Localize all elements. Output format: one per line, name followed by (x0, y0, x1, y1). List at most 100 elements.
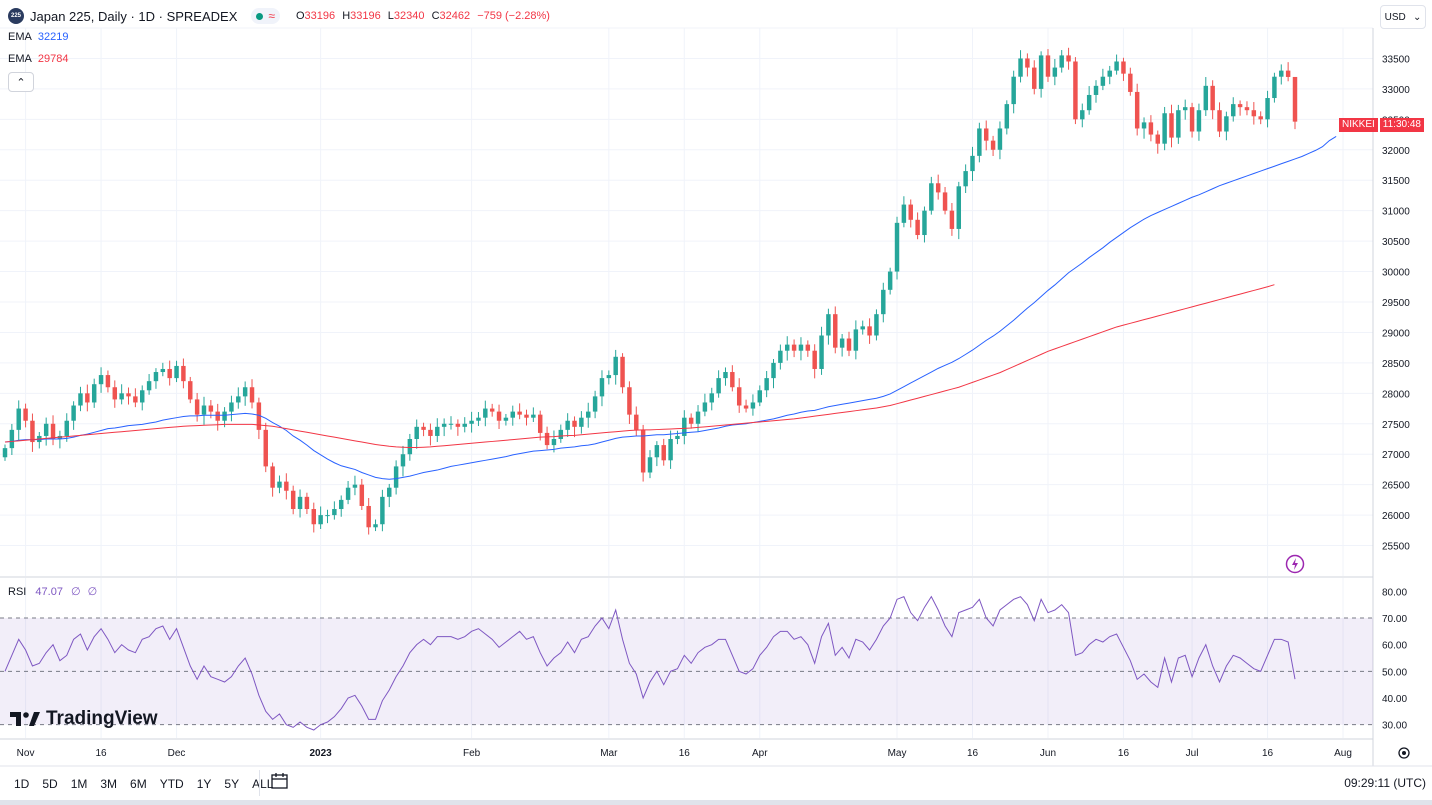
candle-body (400, 454, 406, 467)
symbol-tag: NIKKEI (1339, 118, 1378, 132)
tradingview-logo[interactable]: TradingView (10, 708, 158, 730)
bolt-icon[interactable] (1285, 554, 1305, 574)
ema-lines (4, 136, 1337, 480)
candle-body (338, 499, 344, 510)
collapse-legend-button[interactable]: ⌃ (8, 72, 34, 92)
candle-body (174, 365, 179, 379)
candle-body (785, 344, 790, 351)
time-tick-label: 16 (96, 748, 108, 759)
candle-body (119, 393, 124, 400)
range-1m[interactable]: 1M (70, 776, 88, 791)
ema-fast-legend[interactable]: EMA 32219 (8, 31, 69, 43)
candle-body (387, 487, 392, 497)
candle-body (435, 426, 440, 436)
rsi-tick-label: 70.00 (1382, 614, 1407, 625)
time-axis[interactable]: Nov 16 Dec 2023 Feb Mar 16 Apr May 16 Jun 16 Jul 16 Au… (17, 748, 1352, 759)
candle-body (640, 429, 646, 473)
candle-body (181, 365, 186, 382)
toolbar-divider (259, 770, 260, 796)
candle-body (194, 399, 200, 415)
candle-body (1114, 61, 1119, 71)
candle-body (750, 402, 756, 409)
candle-body (654, 445, 660, 458)
candle-body (572, 420, 577, 427)
price-tick-label: 30000 (1382, 268, 1410, 279)
rsi-axis[interactable]: 30.00 40.00 50.00 60.00 70.00 80.00 (1382, 587, 1407, 731)
time-tick-label: 16 (1118, 748, 1130, 759)
market-status[interactable]: ≈ (251, 8, 280, 24)
candle-body (1066, 55, 1071, 62)
range-1d[interactable]: 1D (14, 776, 30, 791)
candle-body (2, 448, 8, 458)
candle-body (695, 411, 701, 424)
range-ytd[interactable]: YTD (159, 776, 184, 791)
settings-icon[interactable] (1397, 746, 1411, 760)
ohlc-values: O33196 H33196 L32340 C32462 −759 (−2.28%… (295, 10, 550, 22)
range-all[interactable]: ALL (252, 776, 274, 791)
candle-body (1162, 113, 1167, 144)
candle-body (839, 338, 845, 348)
range-1y[interactable]: 1Y (196, 776, 212, 791)
candle-body (1100, 76, 1106, 86)
candle-body (983, 128, 989, 141)
ema-slow-legend[interactable]: EMA 29784 (8, 53, 69, 65)
candle-body (1217, 110, 1222, 132)
currency-select[interactable]: USD ⌄ (1380, 5, 1426, 29)
time-tick-label: 2023 (310, 748, 333, 759)
candle-body (716, 378, 721, 394)
rsi-legend[interactable]: RSI 47.07 ∅ ∅ (8, 586, 98, 598)
price-tick-label: 27500 (1382, 420, 1410, 431)
utc-clock[interactable]: 09:29:11 (UTC) (1344, 776, 1426, 790)
candle-body (922, 210, 927, 236)
candle-body (1073, 61, 1078, 120)
candle-body (551, 439, 557, 446)
time-tick-label: 16 (1262, 748, 1274, 759)
candle-body (1176, 110, 1181, 138)
candle-body (1025, 58, 1030, 68)
candle-body (1196, 110, 1202, 132)
candle-body (1224, 116, 1229, 132)
candle-body (764, 378, 769, 391)
candle-body (325, 515, 330, 517)
candle-body (915, 219, 920, 236)
range-5d[interactable]: 5D (42, 776, 58, 791)
calendar-icon[interactable] (270, 772, 290, 790)
price-axis[interactable]: 25500 26000 26500 27000 27500 28000 28500 29000… (1382, 54, 1410, 552)
candle-body (455, 423, 461, 427)
range-3m[interactable]: 3M (100, 776, 118, 791)
candle-body (881, 289, 886, 315)
candle-body (1258, 116, 1263, 120)
candle-body (970, 155, 975, 172)
time-tick-label: Apr (752, 748, 768, 759)
symbol-title[interactable]: Japan 225, Daily · 1D · SPREADEX (30, 8, 238, 24)
candle-body (476, 417, 481, 421)
candle-body (853, 329, 859, 351)
candle-body (428, 429, 433, 436)
candle-body (284, 481, 289, 491)
candle-body (887, 271, 893, 290)
price-tick-label: 28500 (1382, 359, 1410, 370)
symbol-header: 225 Japan 225, Daily · 1D · SPREADEX ≈ O… (8, 7, 554, 25)
price-tick-label: 28000 (1382, 389, 1410, 400)
candle-body (50, 423, 56, 439)
bar-countdown: 11:30:48 (1379, 118, 1424, 132)
candle-body (1189, 107, 1195, 132)
range-5y[interactable]: 5Y (224, 776, 240, 791)
candle-body (544, 432, 550, 446)
candle-body (682, 417, 687, 436)
candle-body (1086, 94, 1092, 111)
range-6m[interactable]: 6M (130, 776, 147, 791)
candle-body (140, 390, 145, 403)
candle-body (675, 435, 680, 439)
time-tick-label: Dec (168, 748, 186, 759)
candle-body (990, 140, 996, 150)
candle-body (606, 375, 612, 379)
candle-body (935, 183, 941, 193)
candle-body (133, 396, 138, 403)
rsi-tick-label: 60.00 (1382, 641, 1407, 652)
candle-body (1155, 134, 1160, 144)
candle-body (64, 420, 69, 436)
candle-body (531, 414, 536, 418)
